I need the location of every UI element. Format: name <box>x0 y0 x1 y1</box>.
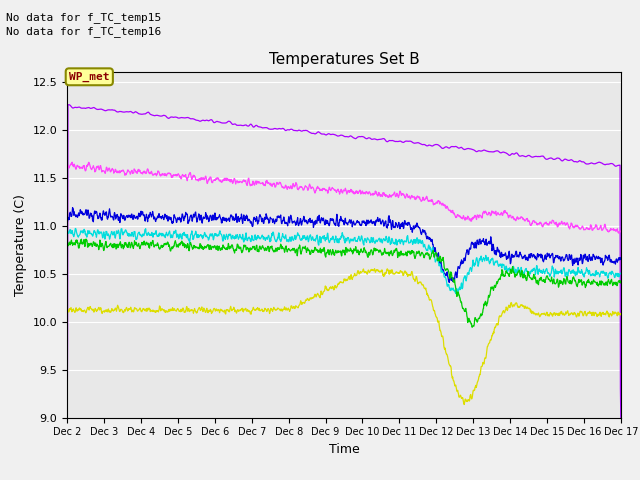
Title: Temperatures Set B: Temperatures Set B <box>269 52 419 67</box>
Y-axis label: Temperature (C): Temperature (C) <box>14 194 27 296</box>
Text: No data for f_TC_temp16: No data for f_TC_temp16 <box>6 26 162 37</box>
Text: No data for f_TC_temp15: No data for f_TC_temp15 <box>6 12 162 23</box>
X-axis label: Time: Time <box>328 443 360 456</box>
Text: WP_met: WP_met <box>69 72 109 82</box>
